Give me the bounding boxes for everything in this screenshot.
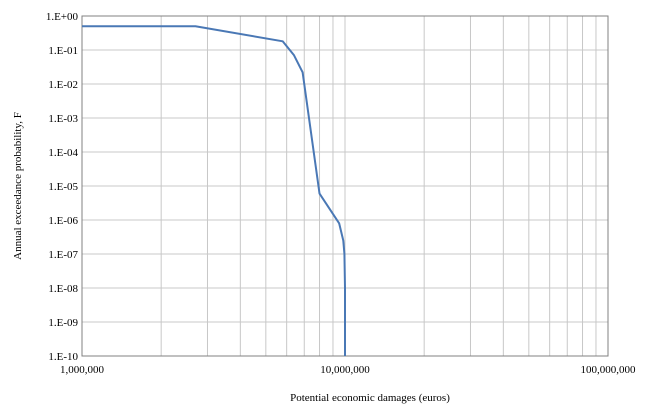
y-tick-label: 1.E-02 xyxy=(48,79,78,91)
x-tick-label: 1,000,000 xyxy=(60,364,105,376)
x-axis-tick-labels: 1,000,000 10,000,000 100,000,000 xyxy=(60,364,636,376)
y-tick-label: 1.E-03 xyxy=(48,113,78,125)
y-tick-label: 1.E-06 xyxy=(48,215,78,227)
y-tick-label: 1.E-10 xyxy=(48,351,78,363)
y-tick-label: 1.E-05 xyxy=(48,181,78,193)
x-tick-label: 10,000,000 xyxy=(320,364,370,376)
y-tick-label: 1.E-04 xyxy=(48,147,78,159)
y-axis-title: Annual exceedance probability, F xyxy=(12,112,24,260)
series-line xyxy=(82,25,346,356)
y-axis-tick-labels: 1.E+00 1.E-01 1.E-02 1.E-03 1.E-04 1.E-05 1.E-… xyxy=(46,11,79,363)
y-tick-label: 1.E-07 xyxy=(48,249,78,261)
y-tick-label: 1.E-08 xyxy=(48,283,78,295)
series-layer xyxy=(82,25,346,356)
y-tick-label: 1.E+00 xyxy=(46,11,79,23)
y-tick-label: 1.E-01 xyxy=(48,45,78,57)
y-tick-label: 1.E-09 xyxy=(48,317,78,329)
x-axis-title: Potential economic damages (euros) xyxy=(290,392,450,404)
x-tick-label: 100,000,000 xyxy=(581,364,637,376)
